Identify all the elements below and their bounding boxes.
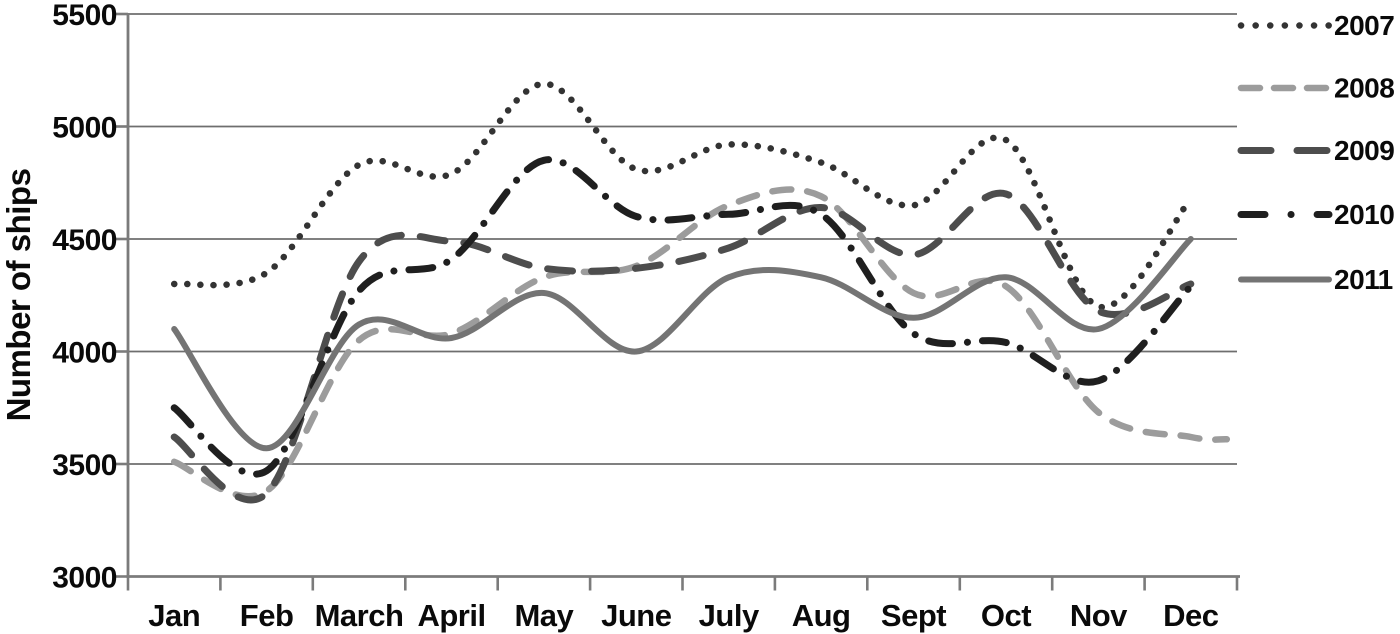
x-label-feb: Feb bbox=[240, 598, 294, 633]
legend-item-2008: 2008 bbox=[1237, 73, 1395, 104]
y-tick-label-5000: 5000 bbox=[52, 112, 117, 145]
x-label-april: April bbox=[417, 598, 485, 633]
x-label-jan: Jan bbox=[148, 598, 200, 633]
y-tick-label-4000: 4000 bbox=[52, 337, 117, 370]
x-label-june: June bbox=[601, 598, 672, 633]
y-tick-label-3500: 3500 bbox=[52, 449, 117, 482]
x-label-may: May bbox=[514, 598, 574, 633]
x-label-sept: Sept bbox=[881, 598, 946, 633]
legend-item-2007: 2007 bbox=[1237, 10, 1395, 41]
y-axis-title: Number of ships bbox=[0, 169, 37, 422]
series-line-2007 bbox=[170, 80, 1195, 311]
series-line-2011 bbox=[171, 236, 1194, 452]
series-line-2008 bbox=[170, 186, 1231, 500]
legend-label-2011: 2011 bbox=[1334, 264, 1393, 295]
x-label-oct: Oct bbox=[981, 598, 1031, 633]
x-label-march: March bbox=[315, 598, 404, 633]
legend-item-2011: 2011 bbox=[1238, 264, 1393, 295]
legend-item-2010: 2010 bbox=[1237, 199, 1395, 230]
legend-label-2008: 2008 bbox=[1334, 73, 1394, 104]
y-tick-label-3000: 3000 bbox=[52, 562, 117, 595]
legend-label-2010: 2010 bbox=[1334, 199, 1394, 230]
legend-item-2009: 2009 bbox=[1237, 135, 1395, 166]
x-label-july: July bbox=[699, 598, 760, 633]
x-label-aug: Aug bbox=[792, 598, 851, 633]
legend-label-2007: 2007 bbox=[1334, 10, 1394, 41]
x-label-dec: Dec bbox=[1163, 598, 1219, 633]
series-line-2010 bbox=[170, 156, 1195, 478]
x-label-nov: Nov bbox=[1070, 598, 1128, 633]
y-tick-label-4500: 4500 bbox=[52, 224, 117, 257]
y-tick-label-5500: 5500 bbox=[52, 0, 117, 32]
legend-label-2009: 2009 bbox=[1334, 135, 1394, 166]
